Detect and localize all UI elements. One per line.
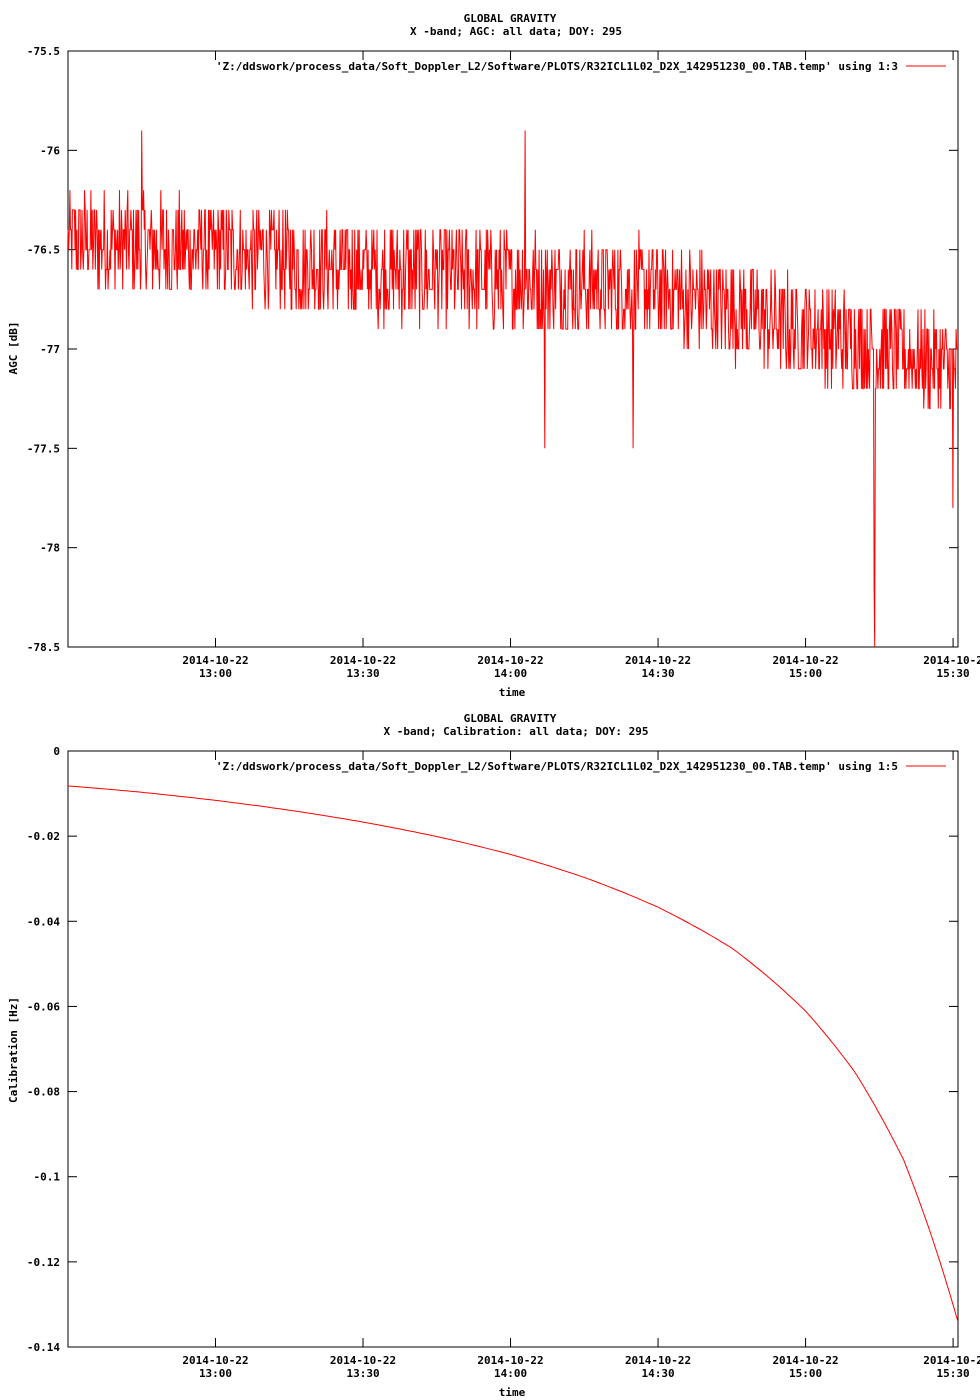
x-tick-date: 2014-10-22 xyxy=(182,654,248,667)
legend-label: 'Z:/ddswork/process_data/Soft_Doppler_L2… xyxy=(216,60,898,73)
series-line xyxy=(67,785,959,1323)
y-tick-label: -76.5 xyxy=(27,244,60,257)
x-tick-time: 14:30 xyxy=(641,667,674,680)
y-tick-label: -77 xyxy=(40,343,60,356)
x-tick-time: 15:00 xyxy=(789,1367,822,1380)
y-tick-label: -0.04 xyxy=(27,915,60,928)
chart-subtitle: X -band; AGC: all data; DOY: 295 xyxy=(410,25,622,38)
y-tick-label: 0 xyxy=(53,745,60,758)
y-tick-label: -78 xyxy=(40,542,60,555)
x-tick-time: 13:30 xyxy=(346,667,379,680)
y-tick-label: -0.08 xyxy=(27,1086,60,1099)
plot-frame xyxy=(67,750,959,1348)
x-tick-date: 2014-10-22 xyxy=(330,1354,396,1367)
y-tick-labels: 0 -0.02 -0.04 -0.06 -0.08 -0.1 -0.12 -0.… xyxy=(27,745,60,1354)
x-tick-time: 15:30 xyxy=(937,1367,970,1380)
chart-calibration: GLOBAL GRAVITY X -band; Calibration: all… xyxy=(7,712,980,1399)
legend-label: 'Z:/ddswork/process_data/Soft_Doppler_L2… xyxy=(216,760,898,773)
x-tick-time: 13:30 xyxy=(346,1367,379,1380)
y-tick-label: -0.02 xyxy=(27,830,60,843)
x-tick-date: 2014-10-22 xyxy=(772,654,838,667)
y-tick-label: -76 xyxy=(40,144,60,157)
x-tick-time: 14:30 xyxy=(641,1367,674,1380)
x-tick-time: 14:00 xyxy=(494,667,527,680)
y-tick-label: -77.5 xyxy=(27,442,60,455)
chart-agc: GLOBAL GRAVITY X -band; AGC: all data; D… xyxy=(7,12,980,699)
x-tick-labels: 2014-10-22 13:00 2014-10-22 13:30 2014-1… xyxy=(182,654,980,680)
y-tick-label: -0.12 xyxy=(27,1256,60,1269)
x-tick-date: 2014-10-22 xyxy=(182,1354,248,1367)
y-axis-label: Calibration [Hz] xyxy=(7,997,20,1103)
y-tick-label: -75.5 xyxy=(27,45,60,58)
series-line xyxy=(67,130,958,648)
chart-subtitle: X -band; Calibration: all data; DOY: 295 xyxy=(384,725,649,738)
y-tick-label: -78.5 xyxy=(27,641,60,654)
x-tick-date: 2014-10-22 xyxy=(625,1354,691,1367)
y-tick-label: -0.1 xyxy=(34,1171,61,1184)
x-tick-date: 2014-10-22 xyxy=(477,654,543,667)
x-tick-labels: 2014-10-22 13:00 2014-10-22 13:30 2014-1… xyxy=(182,1354,980,1380)
x-tick-date: 2014-10-22 xyxy=(477,1354,543,1367)
y-axis-label: AGC [dB] xyxy=(7,322,20,375)
x-tick-time: 13:00 xyxy=(199,1367,232,1380)
chart-title: GLOBAL GRAVITY xyxy=(464,12,557,25)
x-tick-time: 15:00 xyxy=(789,667,822,680)
x-tick-date: 2014-10-22 xyxy=(772,1354,838,1367)
x-tick-date: 2014-10-2 xyxy=(923,1354,980,1367)
x-axis-label: time xyxy=(499,686,526,699)
chart-title: GLOBAL GRAVITY xyxy=(464,712,557,725)
x-tick-time: 15:30 xyxy=(937,667,970,680)
x-axis-label: time xyxy=(499,1386,526,1399)
y-tick-label: -0.14 xyxy=(27,1341,60,1354)
x-tick-date: 2014-10-22 xyxy=(625,654,691,667)
x-tick-date: 2014-10-22 xyxy=(330,654,396,667)
x-tick-time: 14:00 xyxy=(494,1367,527,1380)
x-tick-date: 2014-10-2 xyxy=(923,654,980,667)
y-tick-label: -0.06 xyxy=(27,1000,60,1013)
y-tick-labels: -75.5 -76 -76.5 -77 -77.5 -78 -78.5 xyxy=(27,45,60,654)
x-tick-time: 13:00 xyxy=(199,667,232,680)
